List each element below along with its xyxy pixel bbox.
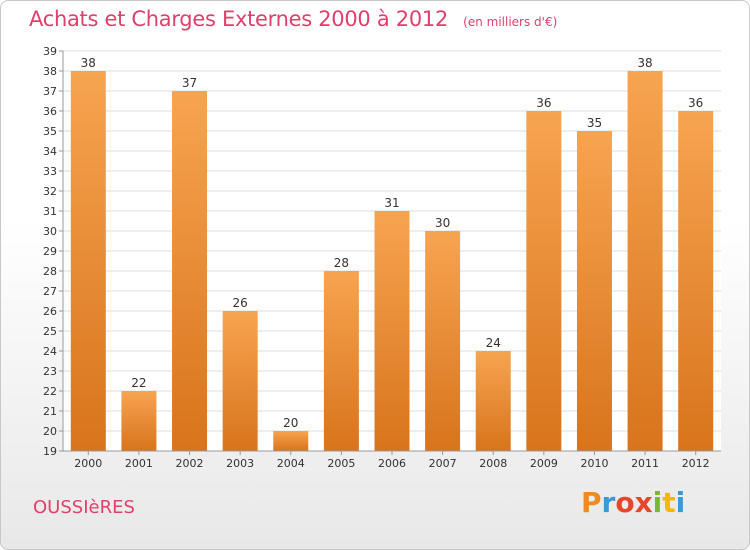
bar-value-label: 37 [182, 76, 197, 90]
y-tick-label: 24 [43, 345, 57, 358]
bar-2009 [526, 111, 562, 451]
y-tick-label: 29 [43, 245, 57, 258]
logo-letter: x [634, 486, 653, 519]
logo-letter: i [652, 486, 663, 519]
bar-value-label: 31 [384, 196, 399, 210]
bar-2003 [222, 311, 258, 451]
bar-value-label: 26 [233, 296, 248, 310]
logo-letter: o [615, 486, 635, 519]
y-tick-label: 20 [43, 425, 57, 438]
y-tick-label: 32 [43, 185, 57, 198]
y-tick-label: 22 [43, 385, 57, 398]
y-tick-label: 28 [43, 265, 57, 278]
y-tick-label: 30 [43, 225, 57, 238]
x-tick-label: 2005 [327, 457, 355, 470]
bars-group: 38 22 37 26 20 28 31 30 24 36 35 38 36 [70, 56, 714, 451]
bar-2002 [172, 91, 208, 451]
x-tick-label: 2007 [429, 457, 457, 470]
chart-title: Achats et Charges Externes 2000 à 2012 [29, 7, 449, 31]
chart-title-group: Achats et Charges Externes 2000 à 2012 (… [29, 7, 557, 31]
y-tick-label: 35 [43, 125, 57, 138]
proxiti-logo[interactable]: Proxiti [581, 486, 685, 519]
y-tick-label: 34 [43, 145, 57, 158]
y-axis-ticks: 19 20 21 22 23 24 25 26 27 28 29 30 31 32 33 34 35 36 37 38… [43, 45, 63, 458]
y-tick-label: 31 [43, 205, 57, 218]
x-tick-label: 2010 [580, 457, 608, 470]
y-tick-label: 26 [43, 305, 57, 318]
bar-2012 [678, 111, 714, 451]
x-tick-label: 2009 [530, 457, 558, 470]
bar-value-label: 28 [334, 256, 349, 270]
bar-value-label: 35 [587, 116, 602, 130]
x-tick-label: 2012 [682, 457, 710, 470]
x-tick-label: 2008 [479, 457, 507, 470]
logo-letter: t [662, 486, 676, 519]
bar-value-label: 20 [283, 416, 298, 430]
x-tick-label: 2004 [277, 457, 305, 470]
bar-value-label: 36 [688, 96, 703, 110]
y-tick-label: 33 [43, 165, 57, 178]
bar-2011 [627, 71, 663, 451]
x-tick-label: 2006 [378, 457, 406, 470]
bar-2007 [425, 231, 461, 451]
bar-value-label: 22 [131, 376, 146, 390]
y-tick-label: 37 [43, 85, 57, 98]
y-tick-label: 19 [43, 445, 57, 458]
logo-letter: r [601, 486, 616, 519]
x-tick-label: 2000 [74, 457, 102, 470]
bar-value-label: 24 [486, 336, 501, 350]
bar-2006 [374, 211, 410, 451]
x-axis-ticks: 2000 2001 2002 2003 2004 2005 2006 2007 2008 2009… [74, 451, 710, 470]
y-tick-label: 27 [43, 285, 57, 298]
bar-2004 [273, 431, 309, 451]
y-tick-label: 39 [43, 45, 57, 58]
bar-value-label: 30 [435, 216, 450, 230]
x-tick-label: 2011 [631, 457, 659, 470]
y-tick-label: 36 [43, 105, 57, 118]
bar-2000 [70, 71, 106, 451]
x-tick-label: 2001 [125, 457, 153, 470]
bar-value-label: 38 [637, 56, 652, 70]
bar-value-label: 36 [536, 96, 551, 110]
chart-unit: (en milliers d'€) [463, 15, 558, 29]
commune-name: OUSSIèRES [33, 497, 135, 518]
y-tick-label: 38 [43, 65, 57, 78]
bar-value-label: 38 [81, 56, 96, 70]
logo-letter: P [581, 486, 602, 519]
y-tick-label: 25 [43, 325, 57, 338]
bar-2010 [576, 131, 612, 451]
y-tick-label: 21 [43, 405, 57, 418]
bar-2008 [475, 351, 511, 451]
bar-2005 [323, 271, 359, 451]
bar-2001 [121, 391, 157, 451]
x-tick-label: 2003 [226, 457, 254, 470]
y-tick-label: 23 [43, 365, 57, 378]
logo-letter: i [675, 486, 686, 519]
x-tick-label: 2002 [176, 457, 204, 470]
